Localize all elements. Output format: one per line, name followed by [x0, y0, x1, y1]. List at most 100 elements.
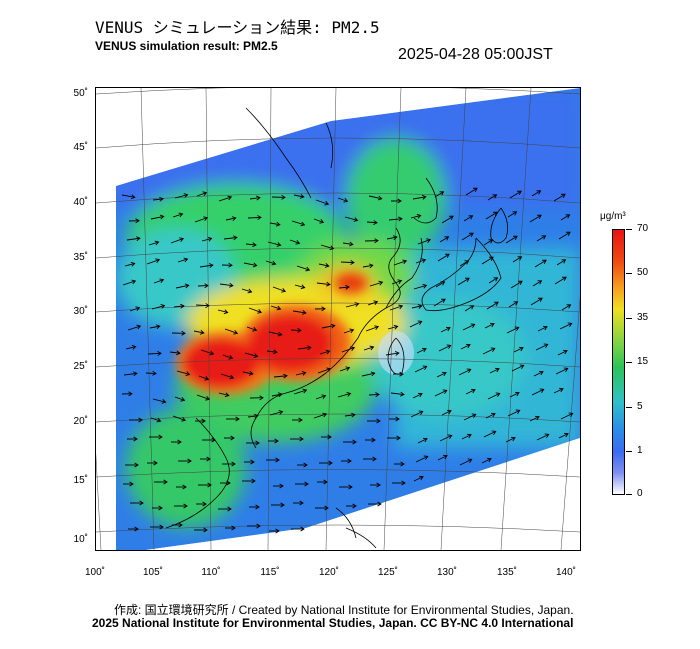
wind-arrowhead [491, 430, 497, 435]
wind-arrow [273, 375, 287, 378]
lat-label: 30˚ [73, 306, 88, 317]
wind-arrowhead [203, 527, 208, 533]
wind-arrowhead [257, 309, 263, 314]
wind-arrow [484, 323, 495, 329]
colorbar-tick [626, 494, 632, 495]
wind-arrowhead [157, 351, 162, 356]
wind-arrowhead [369, 345, 375, 351]
wind-arrow [441, 410, 452, 416]
wind-arrowhead [302, 388, 308, 394]
wind-arrow [393, 260, 407, 266]
lon-label: 130˚ [436, 567, 457, 578]
wind-arrow [297, 346, 311, 350]
wind-arrow [125, 346, 136, 350]
wind-arrowhead [488, 239, 494, 244]
wind-arrow [434, 389, 447, 397]
wind-arrow [461, 232, 474, 241]
wind-arrowhead [207, 236, 213, 242]
wind-arrowhead [372, 456, 377, 462]
wind-arrow [319, 350, 330, 355]
wind-arrow [366, 221, 378, 224]
wind-arrow [409, 320, 422, 328]
lat-label: 20˚ [73, 416, 88, 427]
wind-arrow [341, 347, 355, 353]
wind-arrowhead [181, 417, 187, 422]
wind-arrowhead [565, 214, 571, 219]
wind-arrowhead [376, 418, 381, 424]
wind-arrowhead [159, 524, 164, 530]
wind-arrowhead [392, 235, 398, 241]
wind-arrowhead [394, 351, 400, 356]
wind-arrowhead [128, 391, 133, 397]
wind-arrowhead [542, 259, 547, 264]
wind-arrow [485, 413, 496, 419]
wind-arrowhead [134, 462, 139, 468]
wind-arrowhead [323, 479, 328, 485]
colorbar-label: 0 [637, 488, 643, 499]
wind-arrow [459, 260, 469, 267]
wind-arrow [465, 187, 478, 196]
wind-arrowhead [130, 194, 136, 200]
wind-arrowhead [134, 526, 139, 532]
wind-arrow [465, 389, 476, 395]
wind-arrowhead [224, 392, 230, 398]
wind-arrowhead [319, 219, 325, 224]
lon-label: 100˚ [84, 567, 105, 578]
wind-arrow [413, 476, 424, 482]
wind-arrow [536, 235, 546, 242]
colorbar [612, 229, 625, 495]
wind-arrowhead [227, 195, 233, 201]
wind-arrow [554, 276, 567, 285]
wind-arrowhead [537, 214, 542, 219]
wind-arrow [172, 415, 186, 421]
wind-arrowhead [343, 197, 349, 203]
wind-arrow [481, 256, 494, 265]
wind-arrowhead [203, 216, 209, 222]
wind-arrowhead [349, 328, 355, 334]
wind-arrow [513, 347, 524, 353]
wind-arrowhead [399, 371, 404, 377]
credit-line: 作成: 国立環境研究所 / Created by National Instit… [114, 603, 574, 617]
graticule-lines [96, 88, 580, 550]
lon-label: 135˚ [496, 567, 517, 578]
lat-label: 40˚ [73, 197, 88, 208]
wind-arrow [462, 323, 475, 331]
lon-label: 115˚ [260, 567, 280, 578]
wind-arrowhead [329, 245, 335, 251]
wind-arrow [365, 326, 379, 332]
wind-arrow [560, 214, 570, 221]
wind-arrowhead [233, 329, 239, 335]
wind-arrowhead [180, 396, 186, 402]
wind-arrow [245, 243, 256, 246]
wind-arrow [121, 194, 135, 198]
wind-arrowhead [252, 326, 258, 332]
lat-label: 25˚ [73, 361, 88, 372]
wind-arrow [532, 280, 542, 287]
wind-arrow [529, 416, 540, 422]
wind-arrow [149, 325, 160, 329]
wind-arrowhead [375, 392, 380, 398]
wind-arrow [433, 298, 446, 307]
wind-arrowhead [442, 454, 448, 460]
wind-arrow [509, 190, 522, 199]
wind-arrowhead [205, 395, 211, 401]
colorbar-tick [626, 451, 632, 452]
wind-arrowhead [492, 194, 498, 199]
wind-arrowhead [211, 437, 216, 443]
wind-arrow [218, 196, 232, 202]
wind-arrow [439, 236, 449, 243]
wind-arrow [148, 241, 159, 246]
wind-arrowhead [256, 523, 261, 529]
wind-arrowhead [416, 213, 422, 219]
wind-arrowhead [471, 413, 477, 418]
wind-arrowhead [304, 481, 309, 487]
wind-arrow [457, 277, 470, 286]
wind-arrowhead [163, 479, 168, 485]
wind-arrowhead [281, 194, 286, 200]
wind-arrow [145, 372, 157, 374]
wind-arrow [555, 367, 568, 375]
wind-arrowhead [566, 304, 572, 309]
wind-arrow [439, 434, 452, 442]
wind-arrowhead [301, 310, 307, 315]
wind-arrow [175, 284, 189, 289]
